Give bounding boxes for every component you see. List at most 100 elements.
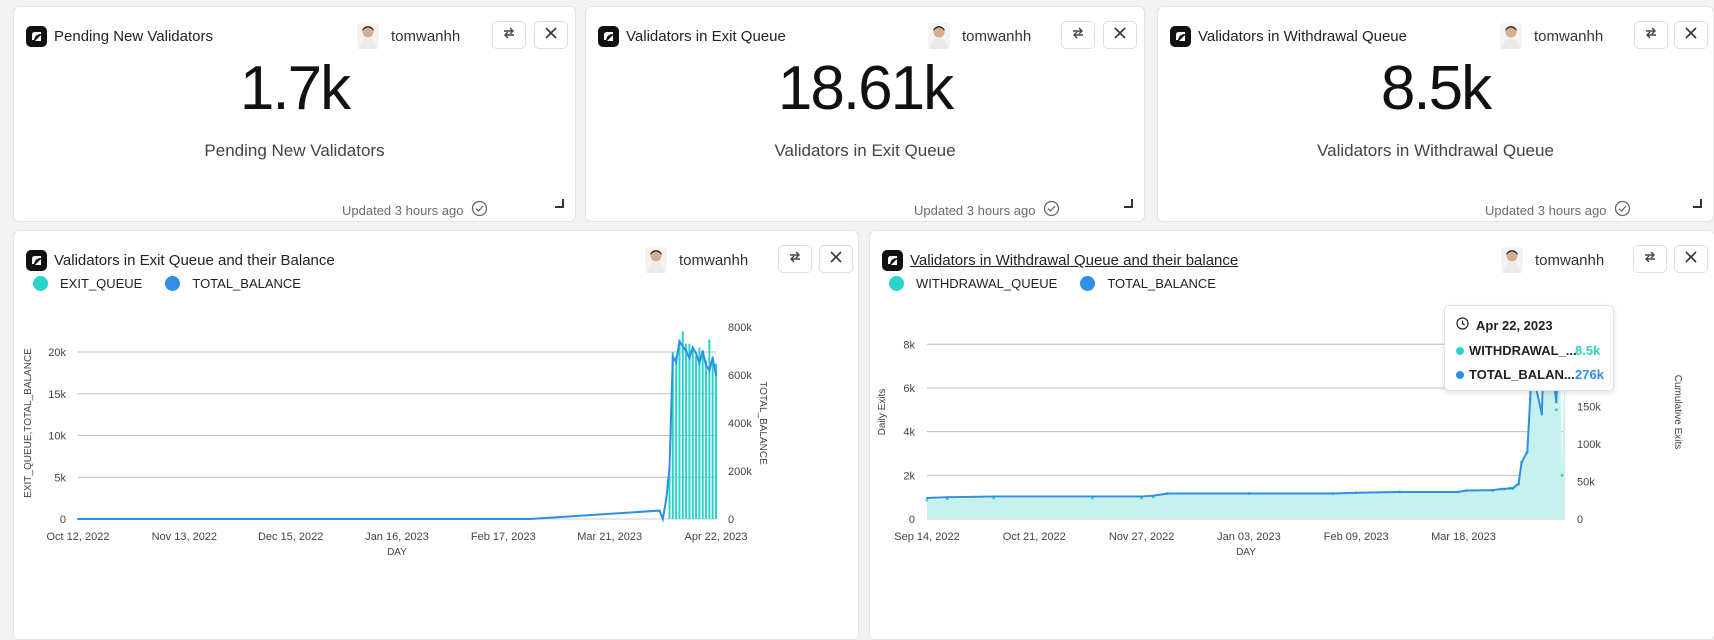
- swap-icon: [502, 26, 516, 44]
- y2-tick-label: 0: [728, 514, 734, 526]
- resize-handle-icon[interactable]: [1124, 199, 1133, 208]
- user-chip[interactable]: tomwanhh: [357, 23, 460, 49]
- swap-button[interactable]: [1634, 21, 1668, 49]
- close-button[interactable]: [534, 21, 568, 49]
- tooltip-date: Apr 22, 2023: [1476, 317, 1553, 333]
- avatar: [1500, 23, 1522, 49]
- line-point: [708, 369, 711, 372]
- line-point: [695, 352, 698, 355]
- y-tick-label: 6k: [903, 383, 915, 395]
- line-point: [528, 518, 531, 520]
- y-tick-label: 8k: [903, 339, 915, 351]
- line-point: [685, 350, 688, 352]
- line-point: [1517, 482, 1520, 485]
- user-chip[interactable]: tomwanhh: [1501, 247, 1604, 273]
- y-axis-title: EXIT_QUEUE,TOTAL_BALANCE: [23, 348, 34, 498]
- card-title: Validators in Withdrawal Queue: [1198, 28, 1407, 45]
- close-button[interactable]: [1674, 245, 1708, 273]
- tooltip-label: WITHDRAWAL_...: [1469, 343, 1577, 358]
- user-chip[interactable]: tomwanhh: [645, 247, 748, 273]
- avatar: [928, 23, 950, 49]
- resize-handle-icon[interactable]: [1693, 199, 1702, 208]
- swap-button[interactable]: [1633, 245, 1667, 273]
- legend-label: TOTAL_BALANCE: [1107, 276, 1216, 291]
- card-title: Pending New Validators: [54, 28, 213, 45]
- x-axis-title: DAY: [387, 547, 407, 558]
- line-series: [78, 338, 717, 523]
- x-tick-label: Nov 27, 2022: [1109, 531, 1174, 543]
- line-point: [1140, 495, 1143, 498]
- x-tick-label: Dec 15, 2022: [258, 531, 323, 543]
- bar: [698, 347, 701, 519]
- close-button[interactable]: [1674, 21, 1708, 49]
- bar: [691, 347, 694, 519]
- chart-tooltip: Apr 22, 2023 WITHDRAWAL_... 8.5k TOTAL_B…: [1444, 305, 1614, 391]
- tooltip-dot: [1456, 370, 1464, 379]
- y-tick-label: 20k: [48, 347, 66, 359]
- line-point: [678, 340, 681, 343]
- tooltip-value: 8.5k: [1575, 343, 1601, 358]
- line-point: [1526, 450, 1529, 453]
- close-button[interactable]: [1103, 21, 1137, 49]
- legend-item-total-balance[interactable]: TOTAL_BALANCE: [165, 276, 301, 291]
- close-icon: [1685, 26, 1697, 44]
- panel-title: Validators in Exit Queue and their Balan…: [54, 252, 335, 269]
- legend-item-total-balance[interactable]: TOTAL_BALANCE: [1080, 276, 1216, 291]
- y2-tick-label: 50k: [1577, 476, 1595, 488]
- stat-card-pending: Pending New Validators tomwanhh 1.7k Pen…: [13, 6, 576, 222]
- line-point: [1332, 492, 1334, 495]
- area-point: [1554, 408, 1558, 412]
- legend-label: TOTAL_BALANCE: [192, 276, 301, 291]
- x-tick-label: Jan 16, 2023: [365, 531, 429, 543]
- line-point: [715, 374, 717, 376]
- swap-button[interactable]: [492, 21, 526, 49]
- panel-title-link[interactable]: Validators in Withdrawal Queue and their…: [910, 252, 1239, 269]
- y2-axis-title: TOTAL_BALANCE: [757, 381, 768, 465]
- updated-status: Updated 3 hours ago: [342, 200, 488, 220]
- tooltip-label: TOTAL_BALAN...: [1469, 367, 1575, 382]
- swap-button[interactable]: [778, 245, 812, 273]
- clock-icon: [1456, 317, 1469, 333]
- swap-button[interactable]: [1061, 21, 1095, 49]
- bar: [681, 331, 684, 519]
- app-logo-icon: [598, 26, 619, 47]
- close-button[interactable]: [819, 245, 853, 273]
- area-point: [925, 498, 929, 502]
- legend-item-withdrawal-queue[interactable]: WITHDRAWAL_QUEUE: [889, 276, 1057, 291]
- y2-tick-label: 200k: [728, 466, 752, 478]
- stat-label: Validators in Exit Queue: [774, 141, 956, 160]
- x-axis-title: DAY: [1236, 547, 1256, 558]
- stat-value: 1.7k: [239, 54, 351, 123]
- area-fill: [927, 322, 1565, 519]
- stat-value: 18.61k: [777, 54, 954, 123]
- line-point: [675, 360, 678, 363]
- line-point: [691, 346, 694, 349]
- tooltip-row: TOTAL_BALAN... 276k: [1456, 367, 1604, 382]
- resize-handle-icon[interactable]: [555, 199, 564, 208]
- line-point: [701, 350, 704, 352]
- avatar: [1501, 247, 1523, 273]
- x-tick-label: Oct 21, 2022: [1003, 531, 1066, 543]
- check-circle-icon: [471, 200, 488, 220]
- user-name: tomwanhh: [962, 27, 1032, 45]
- user-chip[interactable]: tomwanhh: [928, 23, 1031, 49]
- user-name: tomwanhh: [679, 251, 749, 269]
- x-tick-label: Feb 09, 2023: [1324, 531, 1389, 543]
- withdrawal-queue-chart: 02k4k6k8k050k100k150k200k250kSep 14, 202…: [877, 310, 1683, 558]
- legend-item-exit-queue[interactable]: EXIT_QUEUE: [33, 276, 142, 291]
- tooltip-dot: [1456, 346, 1464, 355]
- legend-dot: [165, 276, 181, 291]
- y2-axis-title: Cumulative Exits: [1672, 375, 1683, 449]
- line-point: [1152, 494, 1155, 497]
- stat-label: Pending New Validators: [204, 141, 385, 160]
- legend-label: WITHDRAWAL_QUEUE: [916, 276, 1058, 291]
- swap-icon: [788, 250, 802, 268]
- bar: [701, 352, 704, 519]
- x-tick-label: Mar 18, 2023: [1431, 531, 1496, 543]
- y2-tick-label: 600k: [728, 370, 752, 382]
- swap-icon: [1071, 26, 1085, 44]
- user-chip[interactable]: tomwanhh: [1500, 23, 1603, 49]
- app-logo-icon: [1170, 26, 1191, 47]
- avatar: [645, 247, 667, 273]
- close-icon: [830, 250, 842, 268]
